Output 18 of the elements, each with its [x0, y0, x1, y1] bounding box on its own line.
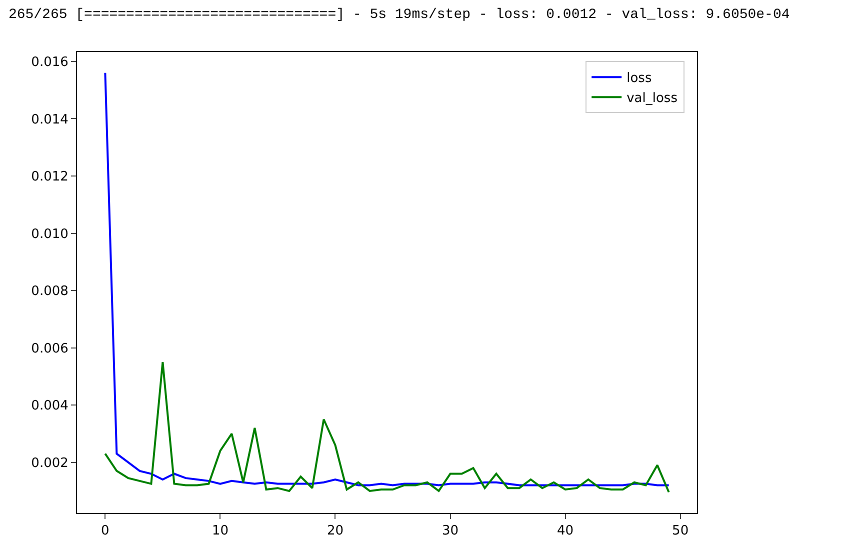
x-tick-label: 30: [442, 524, 459, 539]
y-tick-label: 0.008: [31, 284, 68, 300]
x-tick-label: 50: [672, 524, 689, 539]
legend-label: val_loss: [626, 91, 678, 106]
y-tick-label: 0.002: [31, 456, 68, 471]
x-tick-label: 40: [557, 524, 574, 539]
y-tick-label: 0.004: [31, 398, 68, 414]
chart-title: 265/265 [==============================] - 5s 19ms/step - loss: 0.0012 - val_loss: 9.6050e-04: [8, 7, 790, 24]
x-tick-label: 0: [101, 524, 110, 539]
line-series: [104, 361, 670, 494]
x-tick-label: 20: [326, 524, 344, 539]
y-tick-label: 0.014: [31, 112, 68, 128]
legend-label: loss: [626, 71, 652, 86]
y-tick-label: 0.012: [31, 170, 68, 185]
y-tick-label: 0.016: [31, 55, 68, 70]
x-tick-label: 10: [212, 524, 228, 539]
y-tick-label: 0.010: [31, 226, 68, 242]
y-tick-label: 0.006: [31, 341, 68, 356]
